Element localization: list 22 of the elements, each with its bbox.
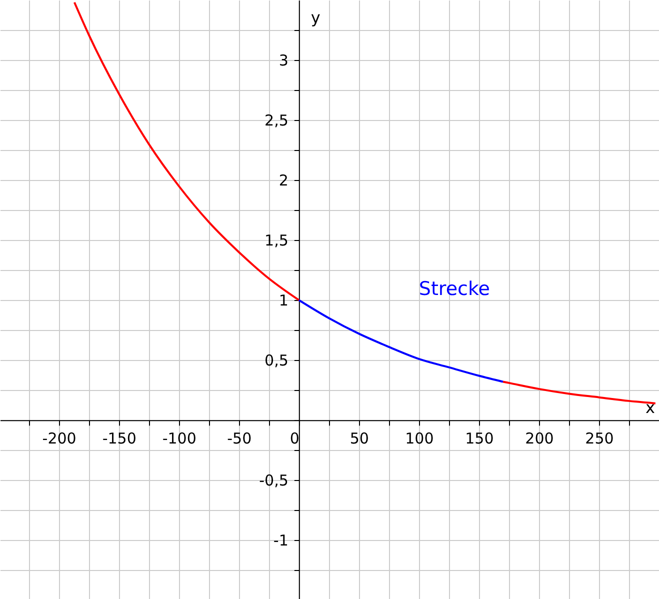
y-tick-label: 2,5 bbox=[264, 112, 288, 130]
x-tick-label: -150 bbox=[102, 430, 136, 448]
x-tick-label: 250 bbox=[585, 430, 614, 448]
y-tick-label: 0,5 bbox=[264, 352, 288, 370]
x-tick-label: 200 bbox=[525, 430, 554, 448]
y-axis-title: y bbox=[310, 8, 320, 27]
y-tick-label: -0,5 bbox=[259, 472, 288, 490]
x-tick-label: 50 bbox=[350, 430, 369, 448]
y-tick-label: -1 bbox=[273, 532, 288, 550]
x-tick-label: 0 bbox=[290, 430, 300, 448]
y-tick-label: 1 bbox=[278, 292, 288, 310]
x-axis-title: x bbox=[646, 398, 655, 418]
x-tick-label: 100 bbox=[405, 430, 434, 448]
line-series bbox=[298, 299, 504, 383]
text: Strecke bbox=[418, 278, 490, 300]
x-tick-label: 150 bbox=[465, 430, 494, 448]
y-tick-label: 2 bbox=[278, 172, 288, 190]
x-tick-label: -50 bbox=[227, 430, 252, 448]
x-tick-label: -100 bbox=[162, 430, 196, 448]
x-tick-label: -200 bbox=[42, 430, 76, 448]
y-tick-label: 3 bbox=[278, 52, 288, 70]
y-tick-label: 1,5 bbox=[264, 232, 288, 250]
